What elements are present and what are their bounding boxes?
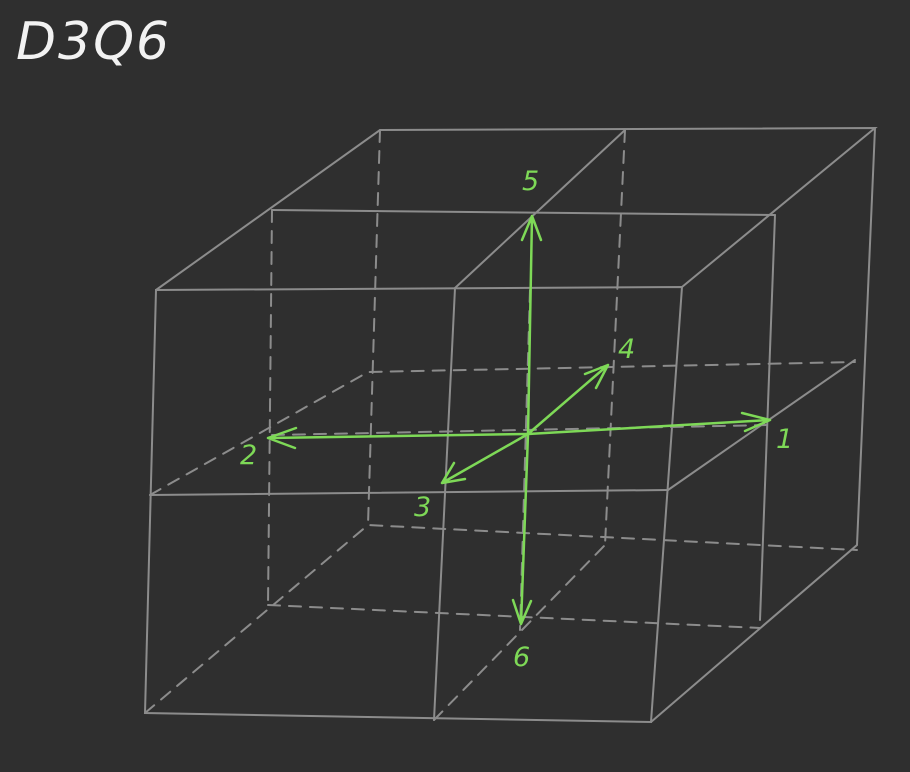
vector-4-arrow <box>526 363 610 436</box>
front-mid-horizontal <box>149 489 669 496</box>
hidden-bottom-mid-lr <box>267 604 761 629</box>
vector-2-arrow <box>266 426 530 450</box>
hidden-bottom-mid-fb <box>433 544 606 721</box>
right-face <box>650 127 876 723</box>
top-face <box>155 126 878 291</box>
vector-5-label: 5 <box>522 166 539 197</box>
vector-6-label: 6 <box>513 642 530 673</box>
diagram-title: D3Q6 <box>16 12 172 72</box>
vector-1-arrow <box>526 411 772 436</box>
top-mid-line-fb <box>454 129 626 289</box>
right-mid-vertical <box>759 214 776 621</box>
hidden-back-left-vertical <box>367 129 381 526</box>
velocity-vectors: 1 2 3 4 5 6 <box>240 166 793 673</box>
vector-1-label: 1 <box>776 424 793 455</box>
front-mid-vertical <box>433 287 456 721</box>
hidden-mid-plane-back <box>149 361 856 496</box>
vector-5-arrow <box>520 214 543 436</box>
vector-2-label: 2 <box>240 440 257 471</box>
vector-3-label: 3 <box>414 492 431 523</box>
hidden-mid-left-vertical <box>267 209 273 606</box>
vector-6-arrow <box>511 432 533 626</box>
vector-4-label: 4 <box>618 334 635 365</box>
hidden-bottom-back <box>144 523 858 714</box>
hidden-mid-plane-mid <box>271 424 771 436</box>
hidden-back-mid-vertical <box>604 129 626 546</box>
hidden-edges <box>144 129 858 721</box>
cube-wireframe <box>143 126 878 724</box>
vector-3-arrow <box>440 432 530 485</box>
top-mid-line-lr <box>271 209 776 216</box>
